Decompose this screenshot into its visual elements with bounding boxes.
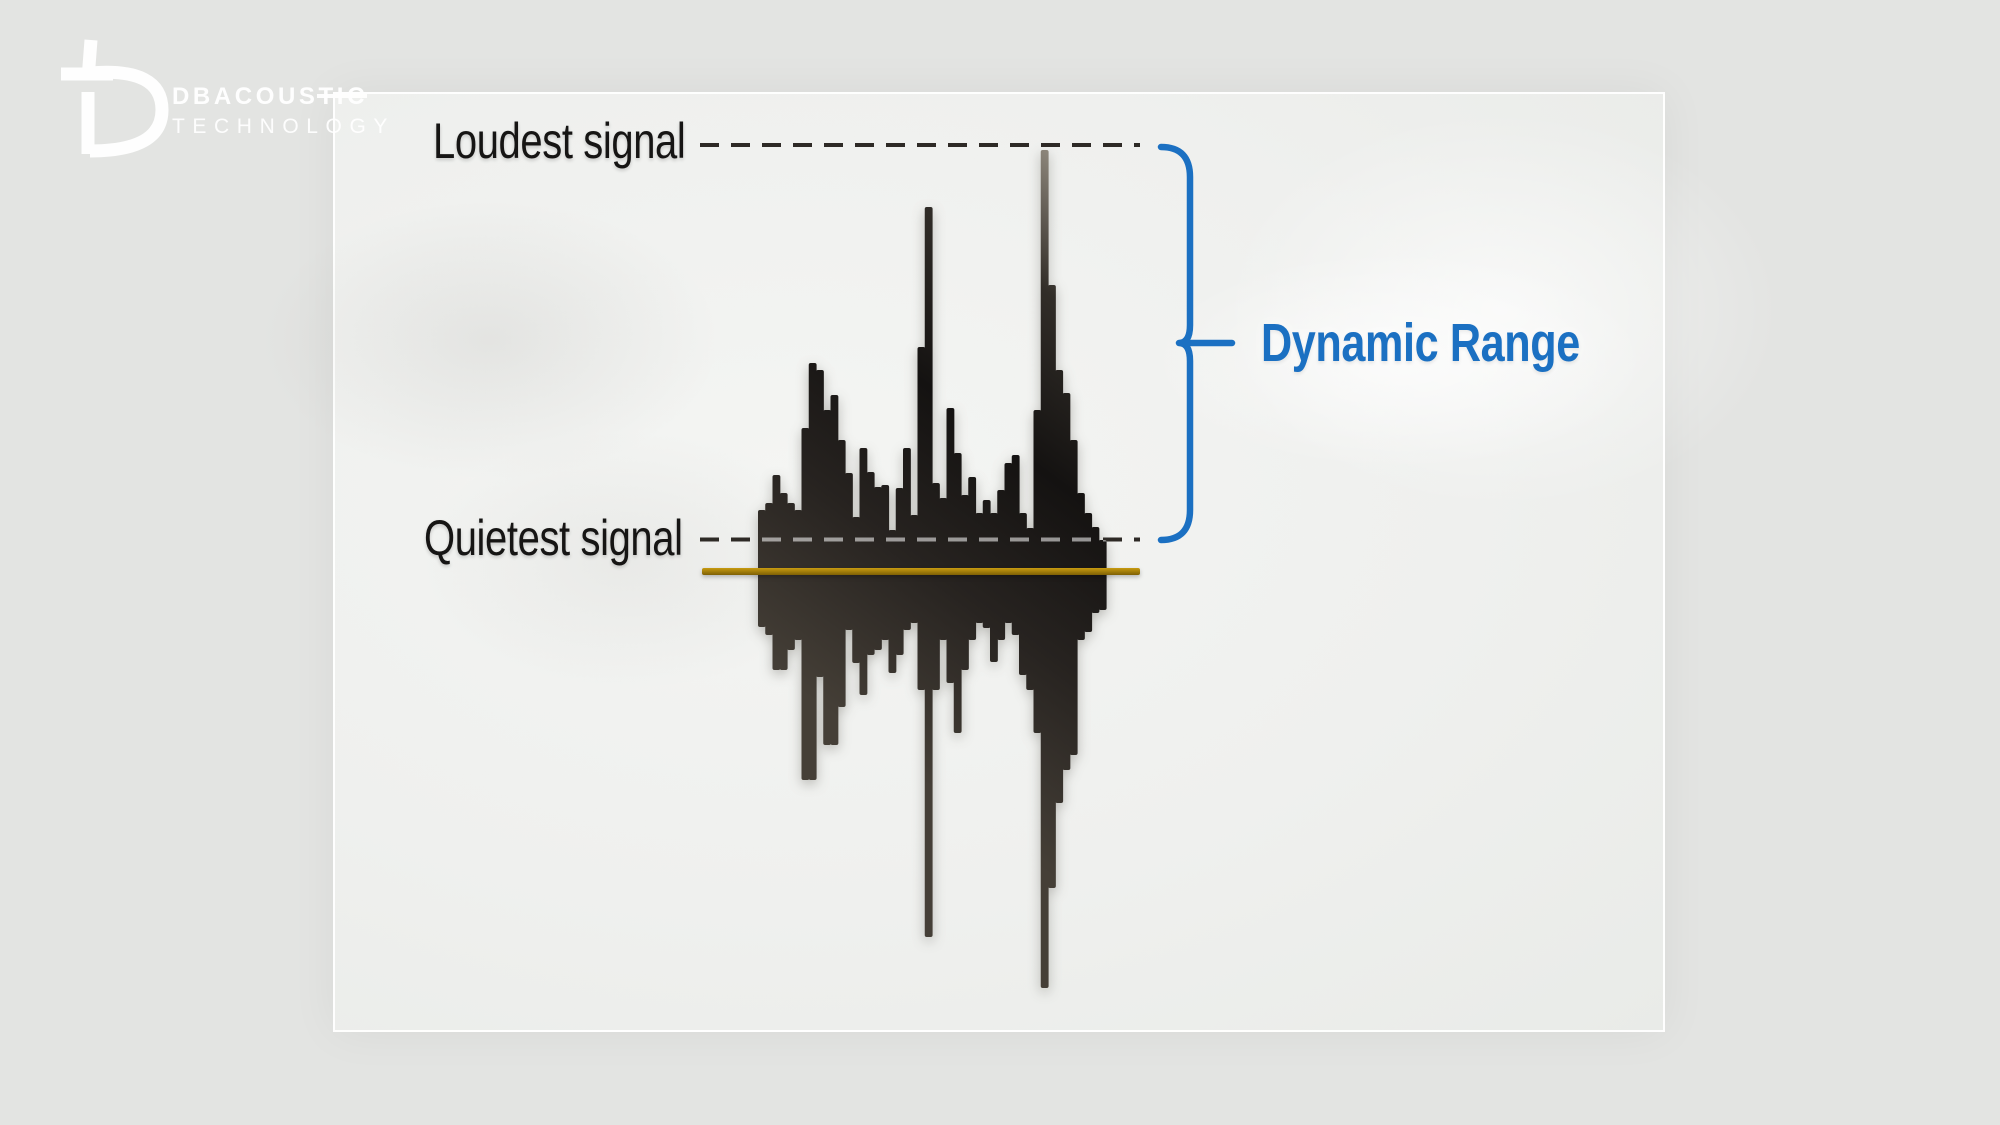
dynamic-range-label: Dynamic Range xyxy=(1261,313,1580,373)
quietest-signal-label: Quietest signal xyxy=(424,510,683,566)
logo-mark-icon xyxy=(61,39,169,158)
loudest-signal-label: Loudest signal xyxy=(433,113,686,169)
logo: DBACOUSTIC TECHNOLOGY xyxy=(55,28,415,168)
logo-strike-line xyxy=(317,94,367,98)
logo-text: DBACOUSTIC TECHNOLOGY xyxy=(172,84,395,138)
logo-subtitle-text: TECHNOLOGY xyxy=(172,115,396,138)
